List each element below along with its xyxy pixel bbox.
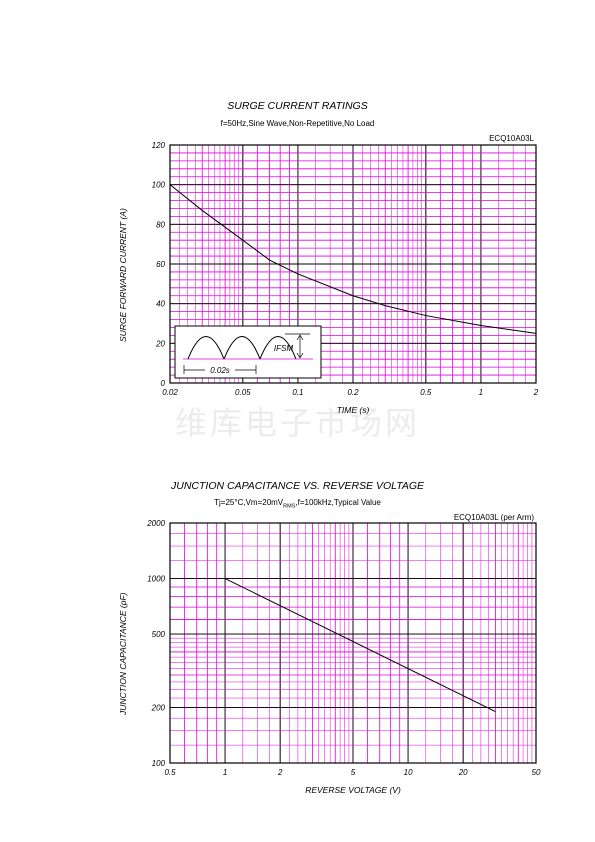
surge-x-tick-label: 0.02 bbox=[162, 388, 178, 397]
inset-period-label-bg bbox=[205, 365, 235, 375]
inset-period-label: 0.02s bbox=[210, 366, 230, 375]
capacitance-x-tick-label: 5 bbox=[351, 768, 356, 777]
surge-plot-frame bbox=[169, 144, 537, 384]
capacitance-x-axis-label: REVERSE VOLTAGE (V) bbox=[305, 785, 401, 795]
watermark: 维库电子市场网 bbox=[174, 404, 420, 442]
surge-y-tick-label: 120 bbox=[152, 141, 166, 150]
surge-y-tick-label: 80 bbox=[156, 220, 165, 229]
capacitance-y-tick-label: 1000 bbox=[147, 575, 165, 584]
surge-y-tick-label: 20 bbox=[155, 339, 165, 348]
capacitance-x-tick-label: 20 bbox=[458, 768, 468, 777]
surge-y-tick-label: 100 bbox=[152, 181, 166, 190]
surge-y-tick-label: 40 bbox=[156, 300, 165, 309]
surge-chart-title: SURGE CURRENT RATINGS bbox=[227, 100, 368, 112]
surge-x-axis-label: TIME (s) bbox=[336, 405, 370, 415]
inset-arrow-up bbox=[296, 334, 304, 341]
capacitance-y-tick-label: 2000 bbox=[146, 519, 165, 528]
capacitance-series-line bbox=[224, 578, 496, 713]
capacitance-y-tick-label: 100 bbox=[152, 759, 166, 768]
surge-x-tick-label: 1 bbox=[479, 388, 483, 397]
capacitance-part-number: ECQ10A03L (per Arm) bbox=[453, 513, 534, 522]
surge-series-line bbox=[169, 184, 537, 334]
capacitance-plot-frame bbox=[169, 522, 537, 764]
surge-x-tick-label: 2 bbox=[533, 388, 539, 397]
surge-x-tick-label: 0.1 bbox=[292, 388, 303, 397]
subtitle-subscript: RMS bbox=[283, 503, 296, 510]
capacitance-x-tick-label: 2 bbox=[277, 768, 283, 777]
capacitance-x-tick-label: 1 bbox=[223, 768, 227, 777]
subtitle-rest: ,f=100kHz,Typical Value bbox=[295, 498, 381, 507]
capacitance-x-tick-label: 50 bbox=[532, 768, 541, 777]
capacitance-chart-title: JUNCTION CAPACITANCE VS. REVERSE VOLTAGE bbox=[170, 480, 424, 492]
surge-x-tick-label: 0.2 bbox=[347, 388, 359, 397]
capacitance-x-tick-label: 10 bbox=[404, 768, 413, 777]
subtitle-main: Tj=25°C,Vm=20mV bbox=[214, 498, 284, 507]
surge-part-number: ECQ10A03L bbox=[489, 134, 534, 143]
inset-amplitude-label: IFSM bbox=[274, 344, 293, 353]
surge-x-tick-label: 0.5 bbox=[420, 388, 432, 397]
inset-box bbox=[174, 325, 322, 379]
capacitance-y-tick-label: 200 bbox=[151, 703, 166, 712]
inset-arrow-down bbox=[296, 352, 304, 359]
capacitance-y-tick-label: 500 bbox=[152, 630, 166, 639]
inset-sine-wave bbox=[187, 336, 297, 360]
capacitance-x-tick-label: 0.5 bbox=[164, 768, 176, 777]
surge-y-tick-label: 60 bbox=[156, 260, 165, 269]
capacitance-chart-subtitle: Tj=25°C,Vm=20mVRMS,f=100kHz,Typical Valu… bbox=[0, 498, 595, 510]
surge-y-tick-label: 0 bbox=[161, 379, 166, 388]
surge-chart-subtitle: f=50Hz,Sine Wave,Non-Repetitive,No Load bbox=[220, 119, 375, 128]
surge-x-tick-label: 0.05 bbox=[235, 388, 251, 397]
